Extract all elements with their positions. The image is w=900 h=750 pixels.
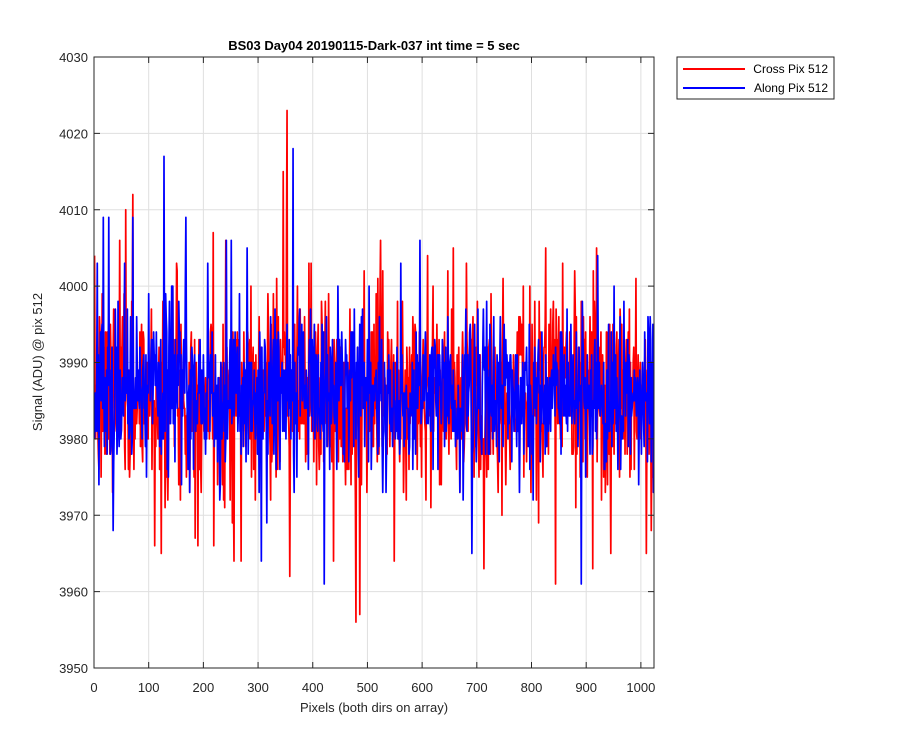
legend-box <box>676 56 835 100</box>
legend-label-along: Along Pix 512 <box>754 81 828 95</box>
y-tick-label: 4030 <box>59 50 88 65</box>
y-tick-label: 4010 <box>59 203 88 218</box>
x-tick-label: 100 <box>138 680 160 695</box>
x-tick-labels: 0 100 200 300 400 500 600 700 800 900 1000 <box>90 680 655 695</box>
legend-label-cross: Cross Pix 512 <box>753 62 828 76</box>
y-tick-label: 4020 <box>59 126 88 141</box>
y-tick-labels: 3950 3960 3970 3980 3990 4000 4010 4020 4030 <box>59 50 88 676</box>
x-tick-label: 1000 <box>626 680 655 695</box>
y-tick-label: 3960 <box>59 585 88 600</box>
legend: Cross Pix 512 Along Pix 512 <box>676 56 835 100</box>
data-lines <box>94 109 654 624</box>
y-tick-label: 3970 <box>59 508 88 523</box>
x-tick-label: 700 <box>466 680 488 695</box>
x-tick-label: 900 <box>575 680 597 695</box>
y-tick-label: 3990 <box>59 356 88 371</box>
y-axis-label: Signal (ADU) @ pix 512 <box>30 293 45 431</box>
x-tick-label: 300 <box>247 680 269 695</box>
series-line-along <box>94 147 654 585</box>
x-tick-label: 0 <box>90 680 97 695</box>
y-tick-label: 4000 <box>59 279 88 294</box>
x-tick-label: 500 <box>357 680 379 695</box>
x-tick-label: 800 <box>521 680 543 695</box>
axis-ticks <box>93 56 654 669</box>
x-tick-label: 200 <box>193 680 215 695</box>
y-tick-label: 3950 <box>59 661 88 676</box>
x-tick-label: 600 <box>411 680 433 695</box>
y-tick-label: 3980 <box>59 432 88 447</box>
x-axis-label: Pixels (both dirs on array) <box>300 700 448 715</box>
x-tick-label: 400 <box>302 680 324 695</box>
chart-title: BS03 Day04 20190115-Dark-037 int time = … <box>228 38 520 53</box>
